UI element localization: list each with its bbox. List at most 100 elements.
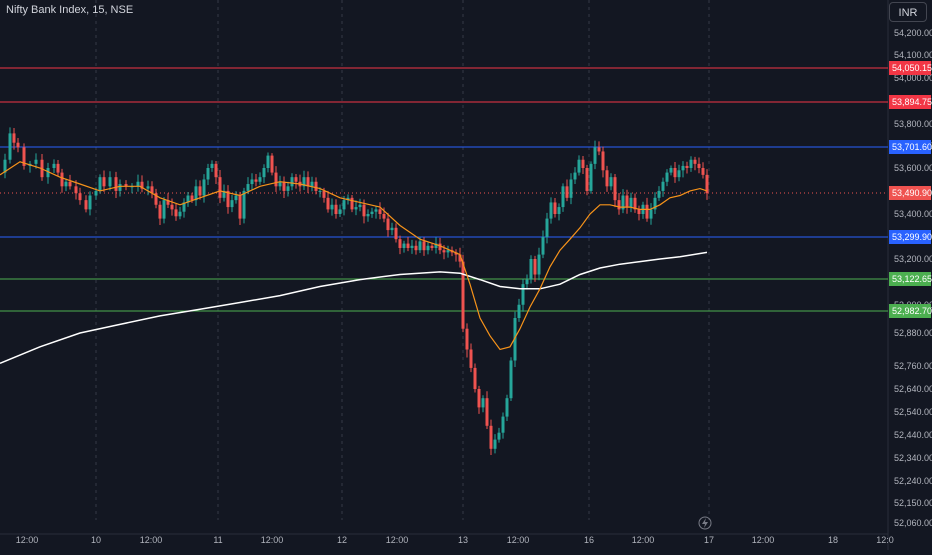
candle-body bbox=[242, 190, 246, 219]
candle-body bbox=[434, 243, 438, 248]
candle-body bbox=[350, 197, 354, 210]
candle-body bbox=[386, 218, 390, 231]
chart-title: Nifty Bank Index, 15, NSE bbox=[6, 4, 134, 16]
candle-body bbox=[613, 177, 617, 201]
x-tick-label: 12:0 bbox=[876, 535, 894, 545]
candle-body bbox=[669, 168, 673, 173]
candle-body bbox=[278, 181, 282, 187]
candle-body bbox=[693, 159, 697, 164]
candle-body bbox=[146, 186, 150, 189]
candle-body bbox=[158, 204, 162, 219]
candle-body bbox=[222, 190, 226, 198]
y-tick-label: 52,540.00 bbox=[894, 407, 932, 417]
candle-body bbox=[557, 207, 561, 214]
candle-body bbox=[501, 416, 505, 433]
candle-body bbox=[118, 184, 122, 191]
candle-body bbox=[362, 204, 366, 217]
candle-body bbox=[174, 209, 178, 217]
candle-body bbox=[653, 197, 657, 210]
candle-body bbox=[68, 181, 72, 187]
candle-body bbox=[665, 172, 669, 182]
candle-body bbox=[46, 168, 50, 178]
level-price-tag bbox=[889, 304, 931, 318]
y-tick-label: 53,600.00 bbox=[894, 163, 932, 173]
x-tick-label: 12 bbox=[337, 535, 347, 545]
candle-body bbox=[541, 236, 545, 255]
candle-body bbox=[525, 279, 529, 285]
level-price-tag bbox=[889, 95, 931, 109]
level-price-tag bbox=[889, 272, 931, 286]
candle-body bbox=[593, 147, 597, 164]
candle-body bbox=[629, 197, 633, 208]
candle-body bbox=[589, 163, 593, 191]
candle-body bbox=[701, 168, 705, 175]
candle-body bbox=[493, 439, 497, 449]
candle-body bbox=[258, 177, 262, 182]
x-tick-label: 12:00 bbox=[16, 535, 39, 545]
candle-body bbox=[374, 209, 378, 212]
candle-body bbox=[705, 174, 709, 194]
currency-selector-button[interactable]: INR bbox=[889, 2, 927, 22]
level-price-tag bbox=[889, 61, 931, 75]
candle-body bbox=[154, 193, 158, 205]
candle-body bbox=[473, 367, 477, 389]
candle-body bbox=[485, 398, 489, 426]
candle-body bbox=[645, 204, 649, 219]
fast-moving-average-line bbox=[0, 161, 708, 351]
candle-body bbox=[140, 181, 144, 189]
candle-body bbox=[178, 211, 182, 217]
candle-body bbox=[342, 200, 346, 210]
candle-body bbox=[366, 214, 370, 217]
y-tick-label: 54,100.00 bbox=[894, 50, 932, 60]
candle-body bbox=[521, 284, 525, 305]
level-price-label: 53,701.60 bbox=[892, 142, 932, 152]
x-tick-label: 17 bbox=[704, 535, 714, 545]
candle-body bbox=[314, 181, 318, 191]
y-tick-label: 52,240.00 bbox=[894, 476, 932, 486]
last-price-label: 53,490.90 bbox=[892, 188, 932, 198]
candle-body bbox=[226, 190, 230, 208]
level-price-label: 53,122.65 bbox=[892, 274, 932, 284]
x-tick-label: 10 bbox=[91, 535, 101, 545]
x-tick-label: 13 bbox=[458, 535, 468, 545]
lightning-icon[interactable] bbox=[698, 516, 712, 530]
y-tick-label: 52,760.00 bbox=[894, 361, 932, 371]
level-price-tag bbox=[889, 140, 931, 154]
x-tick-label: 18 bbox=[828, 535, 838, 545]
candle-body bbox=[210, 163, 214, 168]
candle-body bbox=[581, 159, 585, 168]
candle-body bbox=[537, 254, 541, 275]
candle-body bbox=[98, 177, 102, 191]
candle-body bbox=[597, 147, 601, 152]
candle-body bbox=[56, 163, 60, 173]
candle-body bbox=[465, 328, 469, 350]
candle-body bbox=[88, 195, 92, 210]
candle-body bbox=[545, 218, 549, 237]
candle-body bbox=[3, 159, 7, 173]
candle-body bbox=[370, 211, 374, 214]
y-tick-label: 53,400.00 bbox=[894, 209, 932, 219]
candle-body bbox=[124, 184, 128, 187]
candle-body bbox=[60, 172, 64, 187]
candle-body bbox=[330, 204, 334, 210]
candle-body bbox=[573, 172, 577, 180]
candle-body bbox=[234, 195, 238, 201]
candle-body bbox=[170, 204, 174, 210]
level-price-label: 53,894.75 bbox=[892, 97, 932, 107]
candle-body bbox=[246, 184, 250, 191]
candle-body bbox=[446, 250, 450, 253]
candle-body bbox=[136, 181, 140, 187]
candle-body bbox=[569, 179, 573, 198]
candle-body bbox=[549, 202, 553, 219]
y-tick-label: 53,800.00 bbox=[894, 119, 932, 129]
candle-body bbox=[533, 259, 537, 275]
candle-body bbox=[681, 165, 685, 171]
y-tick-label: 54,000.00 bbox=[894, 73, 932, 83]
candle-body bbox=[418, 241, 422, 251]
candle-body bbox=[430, 245, 434, 248]
level-price-label: 54,050.15 bbox=[892, 63, 932, 73]
y-tick-label: 52,150.00 bbox=[894, 498, 932, 508]
candle-body bbox=[657, 190, 661, 198]
